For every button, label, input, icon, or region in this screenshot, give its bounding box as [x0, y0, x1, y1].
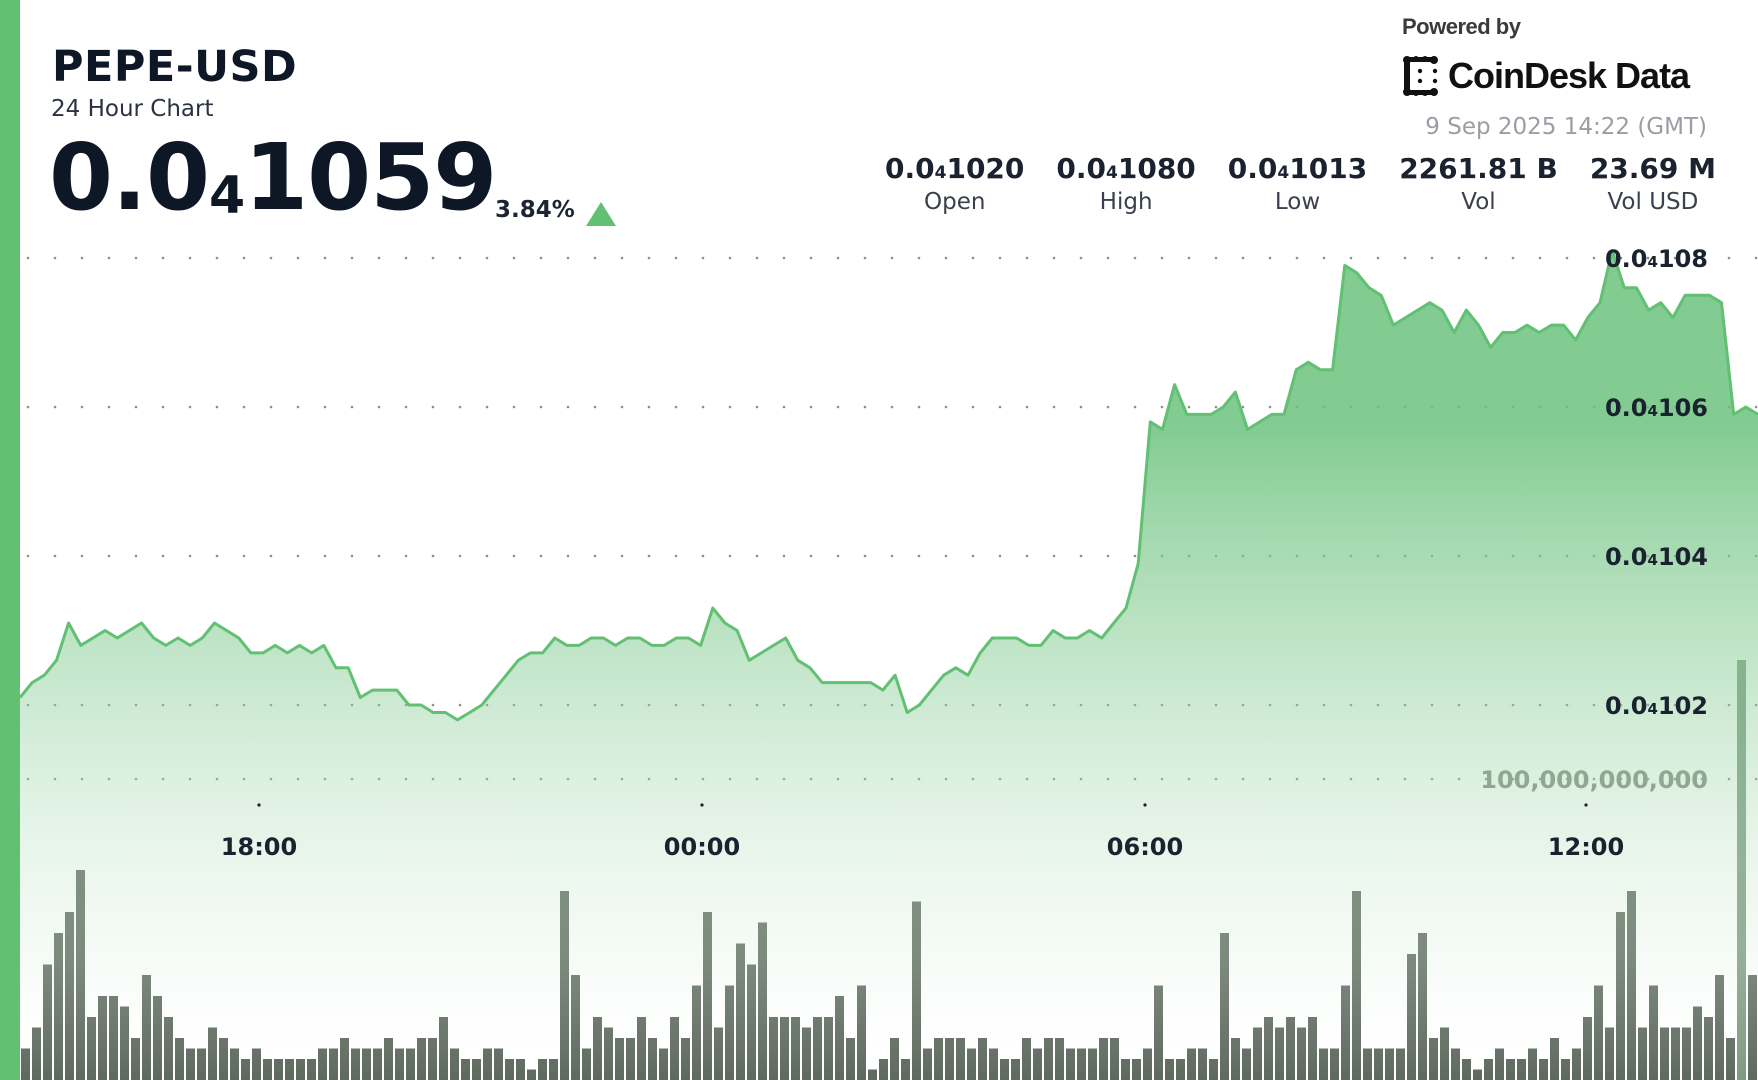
stat-prefix: 0.0	[1056, 152, 1107, 185]
stat-value: 2261.81 B	[1399, 152, 1558, 185]
x-tick-label: 00:00	[664, 833, 740, 861]
price-digits: 1059	[244, 124, 497, 231]
x-tick-label: 06:00	[1107, 833, 1183, 861]
stat-vol-usd: 23.69 M Vol USD	[1590, 152, 1716, 215]
stat-digits: 1080	[1117, 152, 1196, 185]
stat-vol: 2261.81 B Vol	[1399, 152, 1558, 215]
stat-high: 0.041080 High	[1056, 152, 1195, 215]
coindesk-data-brand: CoinDesk Data	[1402, 54, 1690, 98]
stat-low: 0.041013 Low	[1228, 152, 1367, 215]
stat-label: Low	[1274, 189, 1321, 215]
x-tick-label: 12:00	[1548, 833, 1624, 861]
timestamp: 9 Sep 2025 14:22 (GMT)	[1425, 114, 1707, 140]
price-change-pct: 3.84%	[495, 197, 575, 223]
x-tick-label: 18:00	[221, 833, 297, 861]
coindesk-logo-icon	[1403, 56, 1438, 96]
price-line	[18, 249, 1758, 722]
stat-value: 0.041080	[1056, 152, 1195, 185]
accent-bar	[0, 0, 20, 1080]
stat-zero-count: 4	[1277, 163, 1290, 183]
stat-open: 0.041020 Open	[885, 152, 1024, 215]
y-tick-label: 0.04106	[1605, 394, 1708, 422]
stat-value: 23.69 M	[1589, 152, 1716, 185]
stat-zero-count: 4	[934, 163, 947, 183]
y-axis-labels: 0.04108 0.04106 0.04104 0.04102 100,000,000,…	[1480, 245, 1708, 794]
volume-axis-label: 100,000,000,000	[1480, 766, 1708, 794]
stat-label: Vol USD	[1607, 189, 1699, 215]
current-price: 0.041059	[49, 132, 497, 226]
stat-value: 0.041020	[885, 152, 1024, 185]
stat-prefix: 0.0	[1227, 152, 1278, 185]
price-prefix: 0.0	[49, 124, 210, 231]
stat-digits: 1013	[1289, 152, 1368, 185]
ticker-symbol: PEPE-USD	[52, 42, 298, 92]
brand-name: CoinDesk Data	[1448, 55, 1690, 96]
stat-label: High	[1099, 189, 1153, 215]
stats-row: 0.041020 Open 0.041080 High 0.041013 Low…	[853, 152, 1716, 215]
y-tick-label: 0.04108	[1605, 245, 1708, 273]
price-area	[20, 250, 1758, 1080]
stat-value: 0.041013	[1228, 152, 1367, 185]
y-tick-label: 0.04102	[1605, 692, 1708, 720]
triangle-up-icon	[586, 202, 616, 226]
stat-label: Vol	[1461, 189, 1496, 215]
stat-zero-count: 4	[1106, 163, 1118, 183]
stat-label: Open	[923, 189, 986, 215]
stat-digits: 1020	[946, 152, 1025, 185]
y-tick-label: 0.04104	[1605, 543, 1708, 571]
x-axis-labels: 18:00 00:00 06:00 12:00	[221, 803, 1624, 861]
powered-by-label: Powered by	[1402, 14, 1521, 39]
stat-prefix: 0.0	[885, 152, 935, 185]
price-zero-count: 4	[208, 166, 245, 226]
chart-subtitle: 24 Hour Chart	[51, 96, 214, 122]
